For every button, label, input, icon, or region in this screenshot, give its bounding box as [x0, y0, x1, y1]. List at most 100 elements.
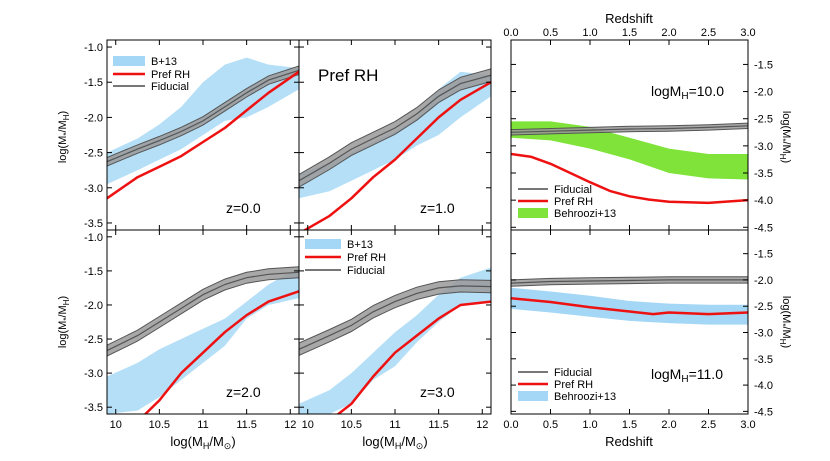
x-tick-label-top: 3.0	[740, 27, 755, 39]
annotation-z3: z=3.0	[420, 384, 455, 400]
line-fiducial-edge	[107, 65, 299, 158]
line-fiducial-edge	[299, 279, 491, 344]
y-tick-label: -2.5	[754, 114, 773, 126]
y-tick-label: -2.5	[84, 334, 103, 346]
annotation-m11: logMH=11.0	[651, 366, 723, 385]
line-fiducial-edge	[107, 74, 299, 167]
y-tick-label: -3.0	[754, 328, 773, 340]
line-fiducial	[299, 285, 491, 350]
y-axis-label-bottom: log(M*/MH)	[57, 296, 71, 348]
y-tick-label: -3.5	[754, 168, 773, 180]
line-pref-rh	[511, 297, 748, 316]
legend-label-fiducial: Fiducial	[347, 265, 385, 277]
x-axis-label-right: log(MH/M⊙)	[362, 434, 427, 451]
x-tick-label: 12	[476, 419, 488, 431]
legend-swatch-b13	[305, 239, 341, 249]
x-tick-label: 0.5	[543, 419, 558, 431]
legend-label-pref: Pref RH	[554, 196, 593, 208]
x-tick-label: 11	[197, 419, 208, 431]
x-tick-label: 11.5	[428, 419, 449, 431]
x-tick-label-top: 1.5	[622, 27, 637, 39]
redshift-title-top: Redshift	[605, 11, 653, 26]
legend-m11: Fiducial Pref RH Behroozi+13	[518, 367, 616, 403]
right-grid-frame	[510, 39, 749, 415]
x-tick-label-top: 2.0	[661, 27, 676, 39]
legend-z3: B+13 Pref RH Fiducial	[305, 239, 386, 277]
panel-title-pref-rh: Pref RH	[318, 66, 378, 85]
panel-z1	[299, 40, 491, 230]
band-fiducial	[107, 66, 299, 166]
y-tick-label: -3.5	[84, 218, 103, 230]
line-fiducial	[511, 125, 748, 133]
y-tick-label: -1.0	[84, 42, 103, 54]
band-b-13	[299, 71, 491, 199]
x-tick-label: 0.0	[503, 419, 518, 431]
x-tick-label-top: 0.0	[503, 27, 518, 39]
y-tick-label: -3.0	[84, 183, 103, 195]
legend-m10: Fiducial Pref RH Behroozi+13	[518, 184, 616, 220]
legend-swatch-behroozi	[518, 391, 548, 401]
x-tick-label: 3.0	[740, 419, 755, 431]
x-tick-label-top: 1.0	[582, 27, 597, 39]
line-fiducial-edge	[299, 81, 491, 188]
legend-label-pref: Pref RH	[347, 252, 386, 264]
x-tick-label: 11	[389, 419, 400, 431]
legend-label-pref: Pref RH	[554, 379, 593, 391]
x-tick-label-top: 0.5	[543, 27, 558, 39]
y-tick-label: -1.0	[84, 232, 103, 244]
annotation-z0: z=0.0	[226, 200, 261, 216]
y-tick-label: -1.5	[84, 266, 103, 278]
band-behroozi-13	[511, 287, 748, 325]
y-axis-label-right-bottom: log(M*/MH)	[778, 296, 792, 348]
y-tick-label: -2.0	[84, 112, 103, 124]
band-fiducial	[299, 279, 491, 356]
line-fiducial-edge	[107, 266, 299, 346]
x-tick-label-top: 2.5	[701, 27, 716, 39]
legend-label-b13: B+13	[151, 56, 177, 68]
y-tick-label: -4.0	[754, 380, 773, 392]
x-tick-label: 10	[302, 419, 314, 431]
legend-label-behroozi: Behroozi+13	[554, 391, 616, 403]
panel-z3: 10 10.5 11 11.5 12	[299, 230, 491, 431]
y-tick-label: -3.5	[84, 402, 103, 414]
annotation-z1: z=1.0	[420, 200, 455, 216]
line-fiducial-edge	[511, 276, 748, 281]
band-fiducial	[107, 266, 299, 357]
y-tick-label: -2.0	[754, 87, 773, 99]
line-pref-rh	[107, 70, 299, 200]
legend-label-fiducial: Fiducial	[151, 81, 189, 93]
line-pref-rh	[336, 300, 491, 414]
y-tick-label: -2.5	[754, 301, 773, 313]
annotation-z2: z=2.0	[226, 384, 261, 400]
line-fiducial-edge	[511, 122, 748, 131]
y-tick-label: -4.0	[754, 195, 773, 207]
line-fiducial-edge	[299, 68, 491, 175]
redshift-title-bottom: Redshift	[605, 434, 653, 449]
y-tick-label: -3.0	[754, 141, 773, 153]
y-tick-label: -2.5	[84, 148, 103, 160]
panel-z0: -3.5 -3.0 -2.5 -2.0 -1.5 -1.0	[84, 40, 299, 230]
y-tick-label: -1.5	[84, 77, 103, 89]
y-tick-label: -2.0	[754, 275, 773, 287]
band-behroozi-13	[511, 121, 748, 180]
x-tick-label: 10	[110, 419, 122, 431]
y-tick-label: -1.5	[754, 249, 773, 261]
y-tick-label: -4.5	[754, 406, 773, 418]
line-fiducial	[511, 279, 748, 284]
legend-label-behroozi: Behroozi+13	[554, 208, 616, 220]
y-tick-label: -3.5	[754, 354, 773, 366]
legend-swatch-behroozi	[518, 208, 548, 218]
legend-label-b13: B+13	[347, 239, 373, 251]
legend-label-fiducial: Fiducial	[554, 367, 592, 379]
line-fiducial	[107, 271, 299, 352]
y-axis-label-top: log(M*/MH)	[57, 111, 71, 163]
x-tick-label: 10.5	[149, 419, 170, 431]
legend-swatch-b13	[113, 56, 145, 66]
band-b-13	[107, 267, 299, 414]
panel-m10: -4.5 -4.0 -3.5 -3.0 -2.5 -2.0 -1.5 0.0 0.5 1.0 1.5…	[503, 27, 773, 234]
line-fiducial	[299, 74, 491, 182]
legend-z0: B+13 Pref RH Fiducial	[113, 56, 190, 93]
x-tick-label: 11.5	[236, 419, 257, 431]
band-b-13	[299, 267, 491, 414]
legend-label-fiducial: Fiducial	[554, 184, 592, 196]
